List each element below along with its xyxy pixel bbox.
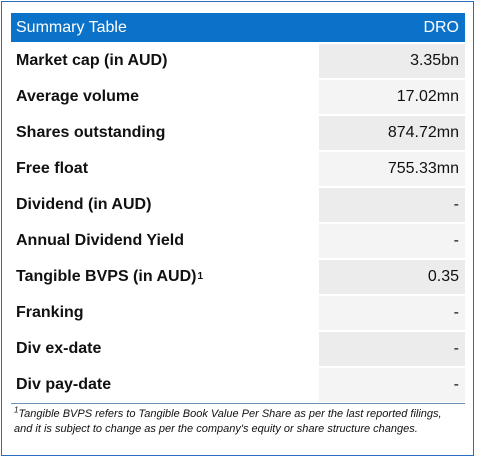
table-row: Div ex-date -	[11, 331, 465, 367]
row-label: Franking	[11, 295, 319, 331]
row-label: Shares outstanding	[11, 115, 319, 151]
table-row: Shares outstanding 874.72mn	[11, 115, 465, 151]
footnote-number: 1	[14, 405, 19, 415]
table-header: Summary Table DRO	[11, 13, 465, 42]
table-row: Market cap (in AUD) 3.35bn	[11, 43, 465, 79]
table-row: Average volume 17.02mn	[11, 79, 465, 115]
row-value: 755.33mn	[319, 151, 465, 187]
row-value: -	[319, 331, 465, 367]
row-value: -	[319, 187, 465, 223]
row-value: 0.35	[319, 259, 465, 295]
row-label: Tangible BVPS (in AUD) 1	[11, 259, 319, 295]
ticker-label: DRO	[423, 18, 459, 36]
row-label: Div ex-date	[11, 331, 319, 367]
table-row: Tangible BVPS (in AUD) 1 0.35	[11, 259, 465, 295]
row-value: 3.35bn	[319, 43, 465, 79]
table-title: Summary Table	[16, 18, 127, 36]
table-row: Div pay-date -	[11, 367, 465, 403]
row-label: Dividend (in AUD)	[11, 187, 319, 223]
table-row: Franking -	[11, 295, 465, 331]
summary-table-body: Market cap (in AUD) 3.35bn Average volum…	[11, 43, 465, 403]
row-value: -	[319, 367, 465, 403]
row-label: Div pay-date	[11, 367, 319, 403]
footnote-line-1: 1Tangible BVPS refers to Tangible Book V…	[14, 405, 442, 420]
row-value: 874.72mn	[319, 115, 465, 151]
footnote-line-2: and it is subject to change as per the c…	[14, 423, 418, 435]
row-label: Free float	[11, 151, 319, 187]
table-row: Free float 755.33mn	[11, 151, 465, 187]
footnote: 1Tangible BVPS refers to Tangible Book V…	[14, 405, 466, 437]
row-label: Average volume	[11, 79, 319, 115]
row-value: 17.02mn	[319, 79, 465, 115]
table-row: Dividend (in AUD) -	[11, 187, 465, 223]
footnote-divider	[11, 403, 465, 404]
row-value: -	[319, 295, 465, 331]
row-value: -	[319, 223, 465, 259]
row-label: Annual Dividend Yield	[11, 223, 319, 259]
table-row: Annual Dividend Yield -	[11, 223, 465, 259]
row-label: Market cap (in AUD)	[11, 43, 319, 79]
